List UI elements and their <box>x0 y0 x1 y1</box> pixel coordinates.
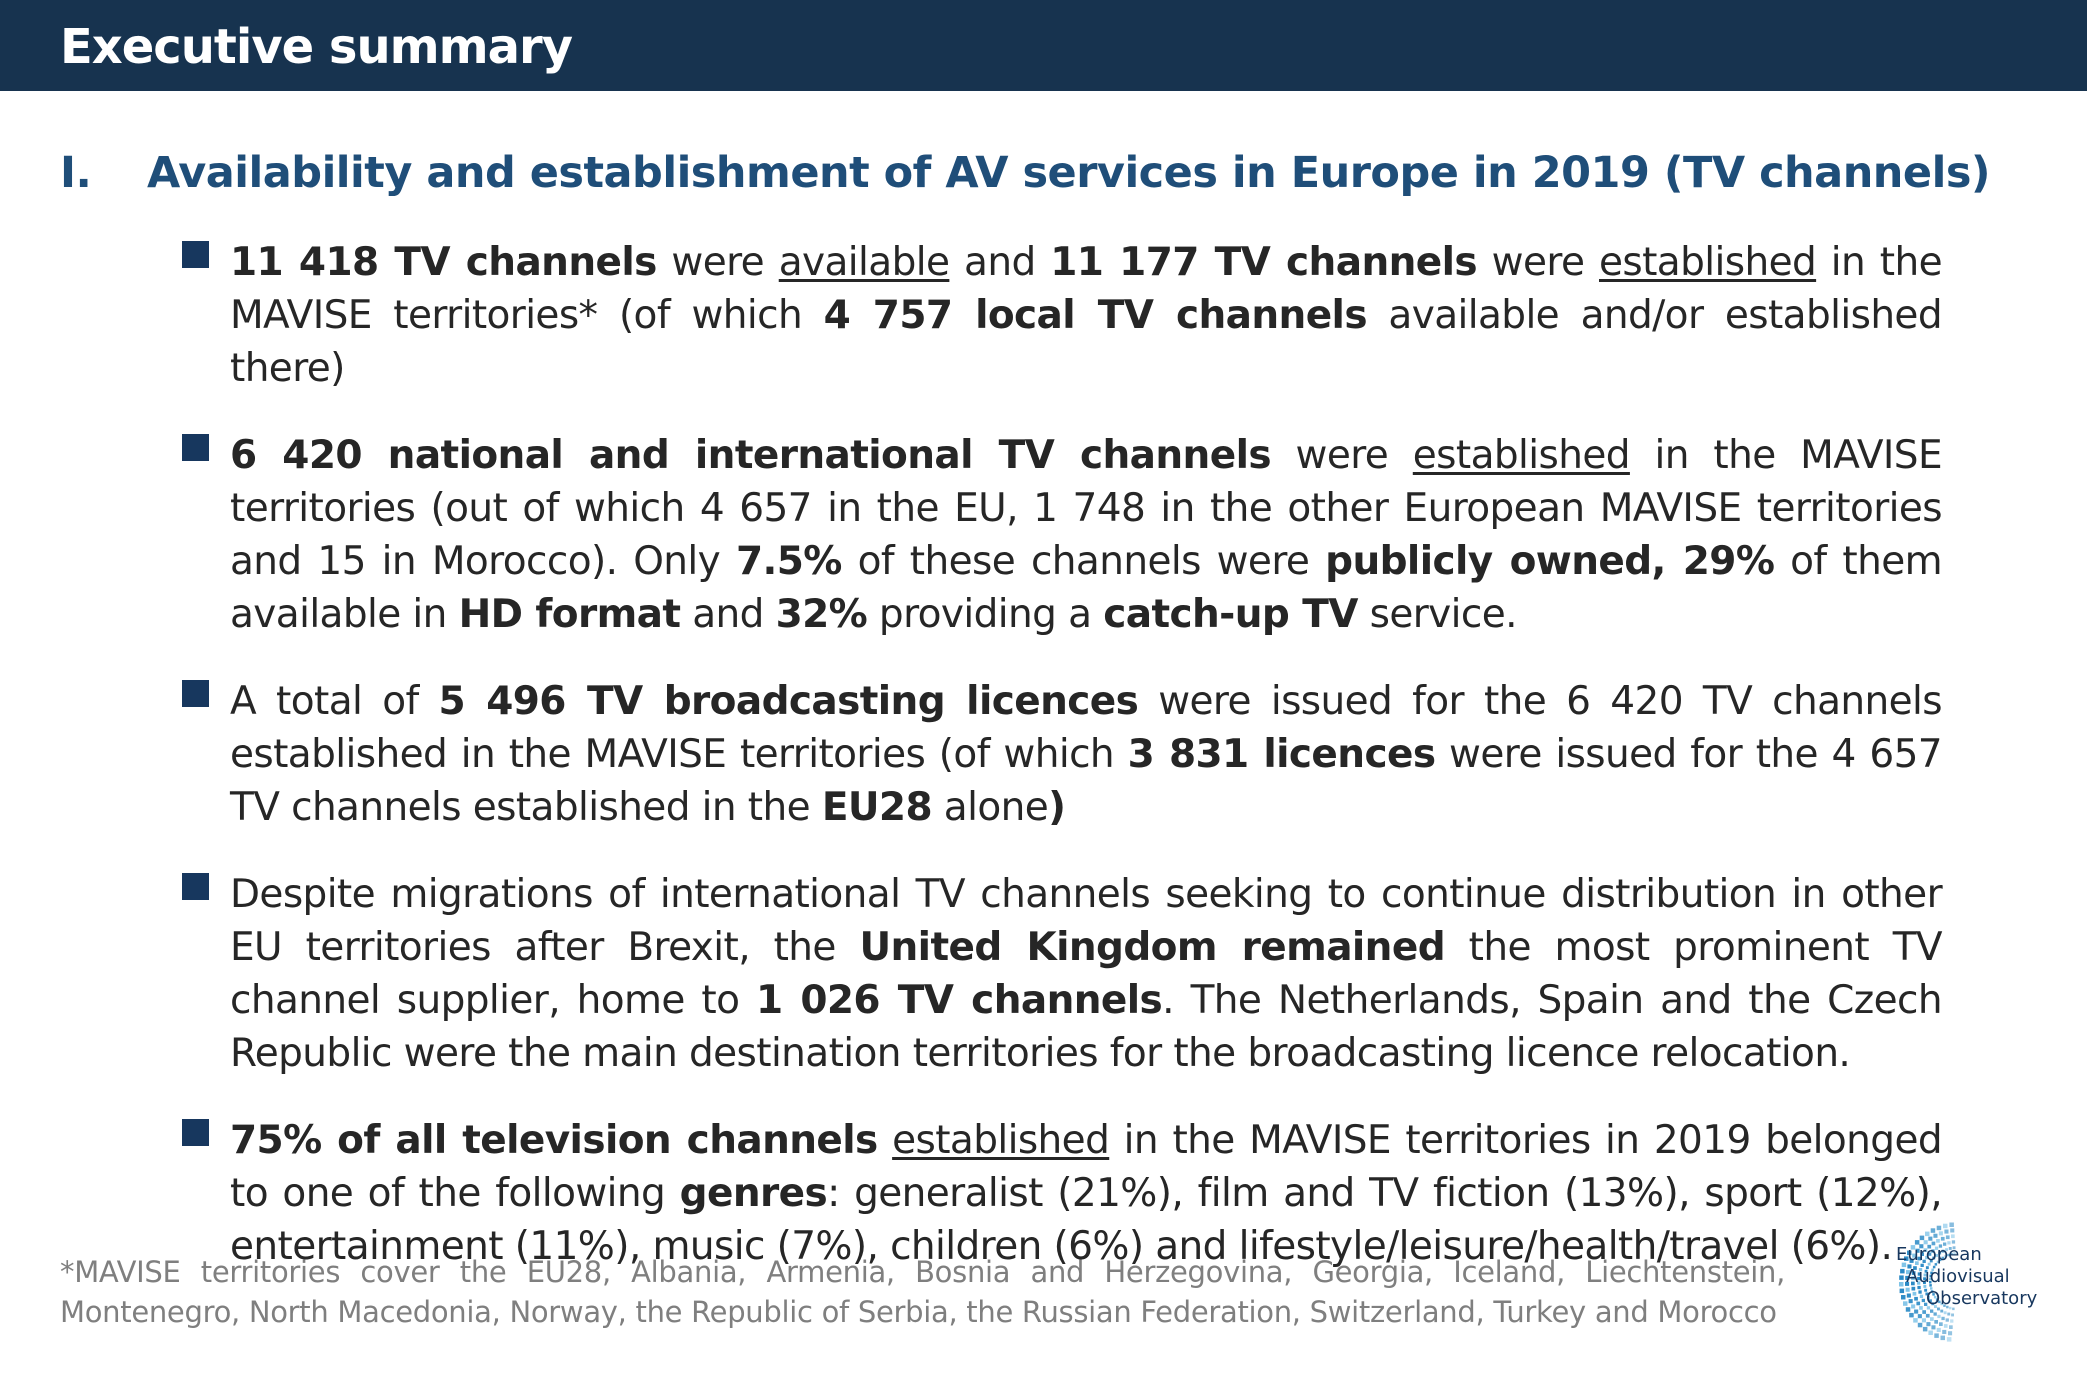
bold-text: publicly owned, 29% <box>1325 539 1775 584</box>
text-run: Despite migrations of international TV c… <box>230 872 1943 970</box>
bullet-text: A total of 5 496 TV broadcasting licence… <box>230 675 1943 834</box>
logo-text: European Audiovisual Observatory <box>1896 1244 2086 1310</box>
bold-text: HD format <box>458 592 681 637</box>
square-bullet-icon <box>182 680 209 707</box>
bold-text: 7.5% <box>735 539 842 584</box>
page-title: Executive summary <box>60 19 573 75</box>
footnote: *MAVISE territories cover the EU28, Alba… <box>60 1255 1785 1329</box>
text-run: : generalist (21%), film and TV fiction … <box>230 1171 1943 1269</box>
bullet-text: Despite migrations of international TV c… <box>230 868 1943 1080</box>
bullet-item: Despite migrations of international TV c… <box>182 868 1943 1080</box>
underlined-text: available <box>778 240 950 285</box>
bold-text: 75% of all television channels <box>230 1118 878 1163</box>
square-bullet-icon <box>182 1119 209 1146</box>
section-heading: I. Availability and establishment of AV s… <box>60 144 2020 202</box>
bullet-item: A total of 5 496 TV broadcasting licence… <box>182 675 1943 834</box>
bold-text: 5 496 TV broadcasting licences <box>438 679 1139 724</box>
bold-text: 1 026 TV channels <box>756 978 1163 1023</box>
text-run: the most prominent TV channel supplier, … <box>230 925 1943 1023</box>
bullet-item: 11 418 TV channels were available and 11… <box>182 236 1943 395</box>
section-number: I. <box>60 148 92 198</box>
section-title: Availability and establishment of AV ser… <box>147 148 1991 198</box>
bold-text: 32% <box>775 592 868 637</box>
bold-text: 11 177 TV channels <box>1050 240 1478 285</box>
text-run: in the MAVISE territories (out of which … <box>230 433 1943 584</box>
bold-text: EU28 <box>821 785 933 830</box>
text-run: and <box>680 592 776 637</box>
bold-text: genres <box>679 1171 828 1216</box>
bullet-text: 75% of all television channels establish… <box>230 1114 1943 1273</box>
square-bullet-icon <box>182 873 209 900</box>
text-run: were <box>1270 433 1413 478</box>
bold-text: 6 420 national and international TV chan… <box>230 433 1272 478</box>
text-run: and <box>949 240 1051 285</box>
text-run: were <box>656 240 779 285</box>
logo-line-1: European <box>1896 1244 1982 1265</box>
bullet-text: 6 420 national and international TV chan… <box>230 429 1943 641</box>
header-bar: Executive summary <box>0 0 2087 91</box>
text-run: . The Netherlands, Spain and the Czech R… <box>230 978 1943 1076</box>
bullet-text: 11 418 TV channels were available and 11… <box>230 236 1943 395</box>
text-run <box>878 1118 892 1163</box>
underlined-text: established <box>892 1118 1110 1163</box>
underlined-text: established <box>1599 240 1817 285</box>
text-run: of them available in <box>230 539 1943 637</box>
bold-text: 11 418 TV channels <box>230 240 657 285</box>
text-run: were issued for the 4 657 TV channels es… <box>230 732 1943 830</box>
observatory-logo-icon <box>1899 1222 1956 1342</box>
text-run: of these channels were <box>841 539 1326 584</box>
bold-text: catch-up TV <box>1103 592 1358 637</box>
bold-text: ) <box>1048 785 1066 830</box>
text-run: in the MAVISE territories in 2019 belong… <box>230 1118 1943 1216</box>
text-run: were <box>1477 240 1599 285</box>
bold-text: 3 831 licences <box>1127 732 1436 777</box>
logo-line-3: Observatory <box>1926 1288 2038 1309</box>
text-run: providing a <box>867 592 1104 637</box>
square-bullet-icon <box>182 241 209 268</box>
bullet-item: 6 420 national and international TV chan… <box>182 429 1943 641</box>
text-run: available and/or established there) <box>230 293 1943 391</box>
text-run: were issued for the 6 420 TV channels es… <box>230 679 1943 777</box>
text-run: A total of <box>230 679 439 724</box>
bold-text: United Kingdom remained <box>859 925 1446 970</box>
text-run: in the MAVISE territories* (of which <box>230 240 1943 338</box>
text-run: alone <box>932 785 1049 830</box>
bullet-list: 11 418 TV channels were available and 11… <box>182 236 1943 1307</box>
logo-line-2: Audiovisual <box>1906 1266 2010 1287</box>
bullet-item: 75% of all television channels establish… <box>182 1114 1943 1273</box>
square-bullet-icon <box>182 434 209 461</box>
underlined-text: established <box>1412 433 1631 478</box>
text-run: service. <box>1357 592 1518 637</box>
bold-text: 4 757 local TV channels <box>823 293 1368 338</box>
